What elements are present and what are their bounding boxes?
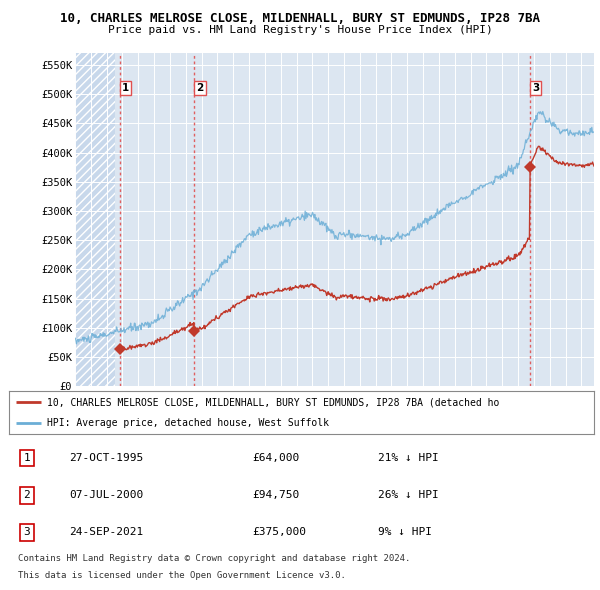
Text: 10, CHARLES MELROSE CLOSE, MILDENHALL, BURY ST EDMUNDS, IP28 7BA (detached ho: 10, CHARLES MELROSE CLOSE, MILDENHALL, B… — [47, 397, 499, 407]
Text: £94,750: £94,750 — [252, 490, 299, 500]
Text: 24-SEP-2021: 24-SEP-2021 — [69, 527, 143, 537]
Text: 1: 1 — [23, 453, 31, 463]
Text: 27-OCT-1995: 27-OCT-1995 — [69, 453, 143, 463]
Text: 3: 3 — [23, 527, 31, 537]
Text: £375,000: £375,000 — [252, 527, 306, 537]
Text: 3: 3 — [532, 83, 539, 93]
Text: 26% ↓ HPI: 26% ↓ HPI — [378, 490, 439, 500]
Text: Contains HM Land Registry data © Crown copyright and database right 2024.: Contains HM Land Registry data © Crown c… — [18, 554, 410, 563]
Text: £64,000: £64,000 — [252, 453, 299, 463]
Text: 10, CHARLES MELROSE CLOSE, MILDENHALL, BURY ST EDMUNDS, IP28 7BA: 10, CHARLES MELROSE CLOSE, MILDENHALL, B… — [60, 12, 540, 25]
Text: 2: 2 — [23, 490, 31, 500]
Text: 1: 1 — [122, 83, 129, 93]
Text: This data is licensed under the Open Government Licence v3.0.: This data is licensed under the Open Gov… — [18, 571, 346, 579]
Text: HPI: Average price, detached house, West Suffolk: HPI: Average price, detached house, West… — [47, 418, 329, 428]
Text: 07-JUL-2000: 07-JUL-2000 — [69, 490, 143, 500]
Bar — [75, 53, 115, 386]
Text: 2: 2 — [196, 83, 203, 93]
Text: 9% ↓ HPI: 9% ↓ HPI — [378, 527, 432, 537]
Text: 21% ↓ HPI: 21% ↓ HPI — [378, 453, 439, 463]
Text: Price paid vs. HM Land Registry's House Price Index (HPI): Price paid vs. HM Land Registry's House … — [107, 25, 493, 35]
